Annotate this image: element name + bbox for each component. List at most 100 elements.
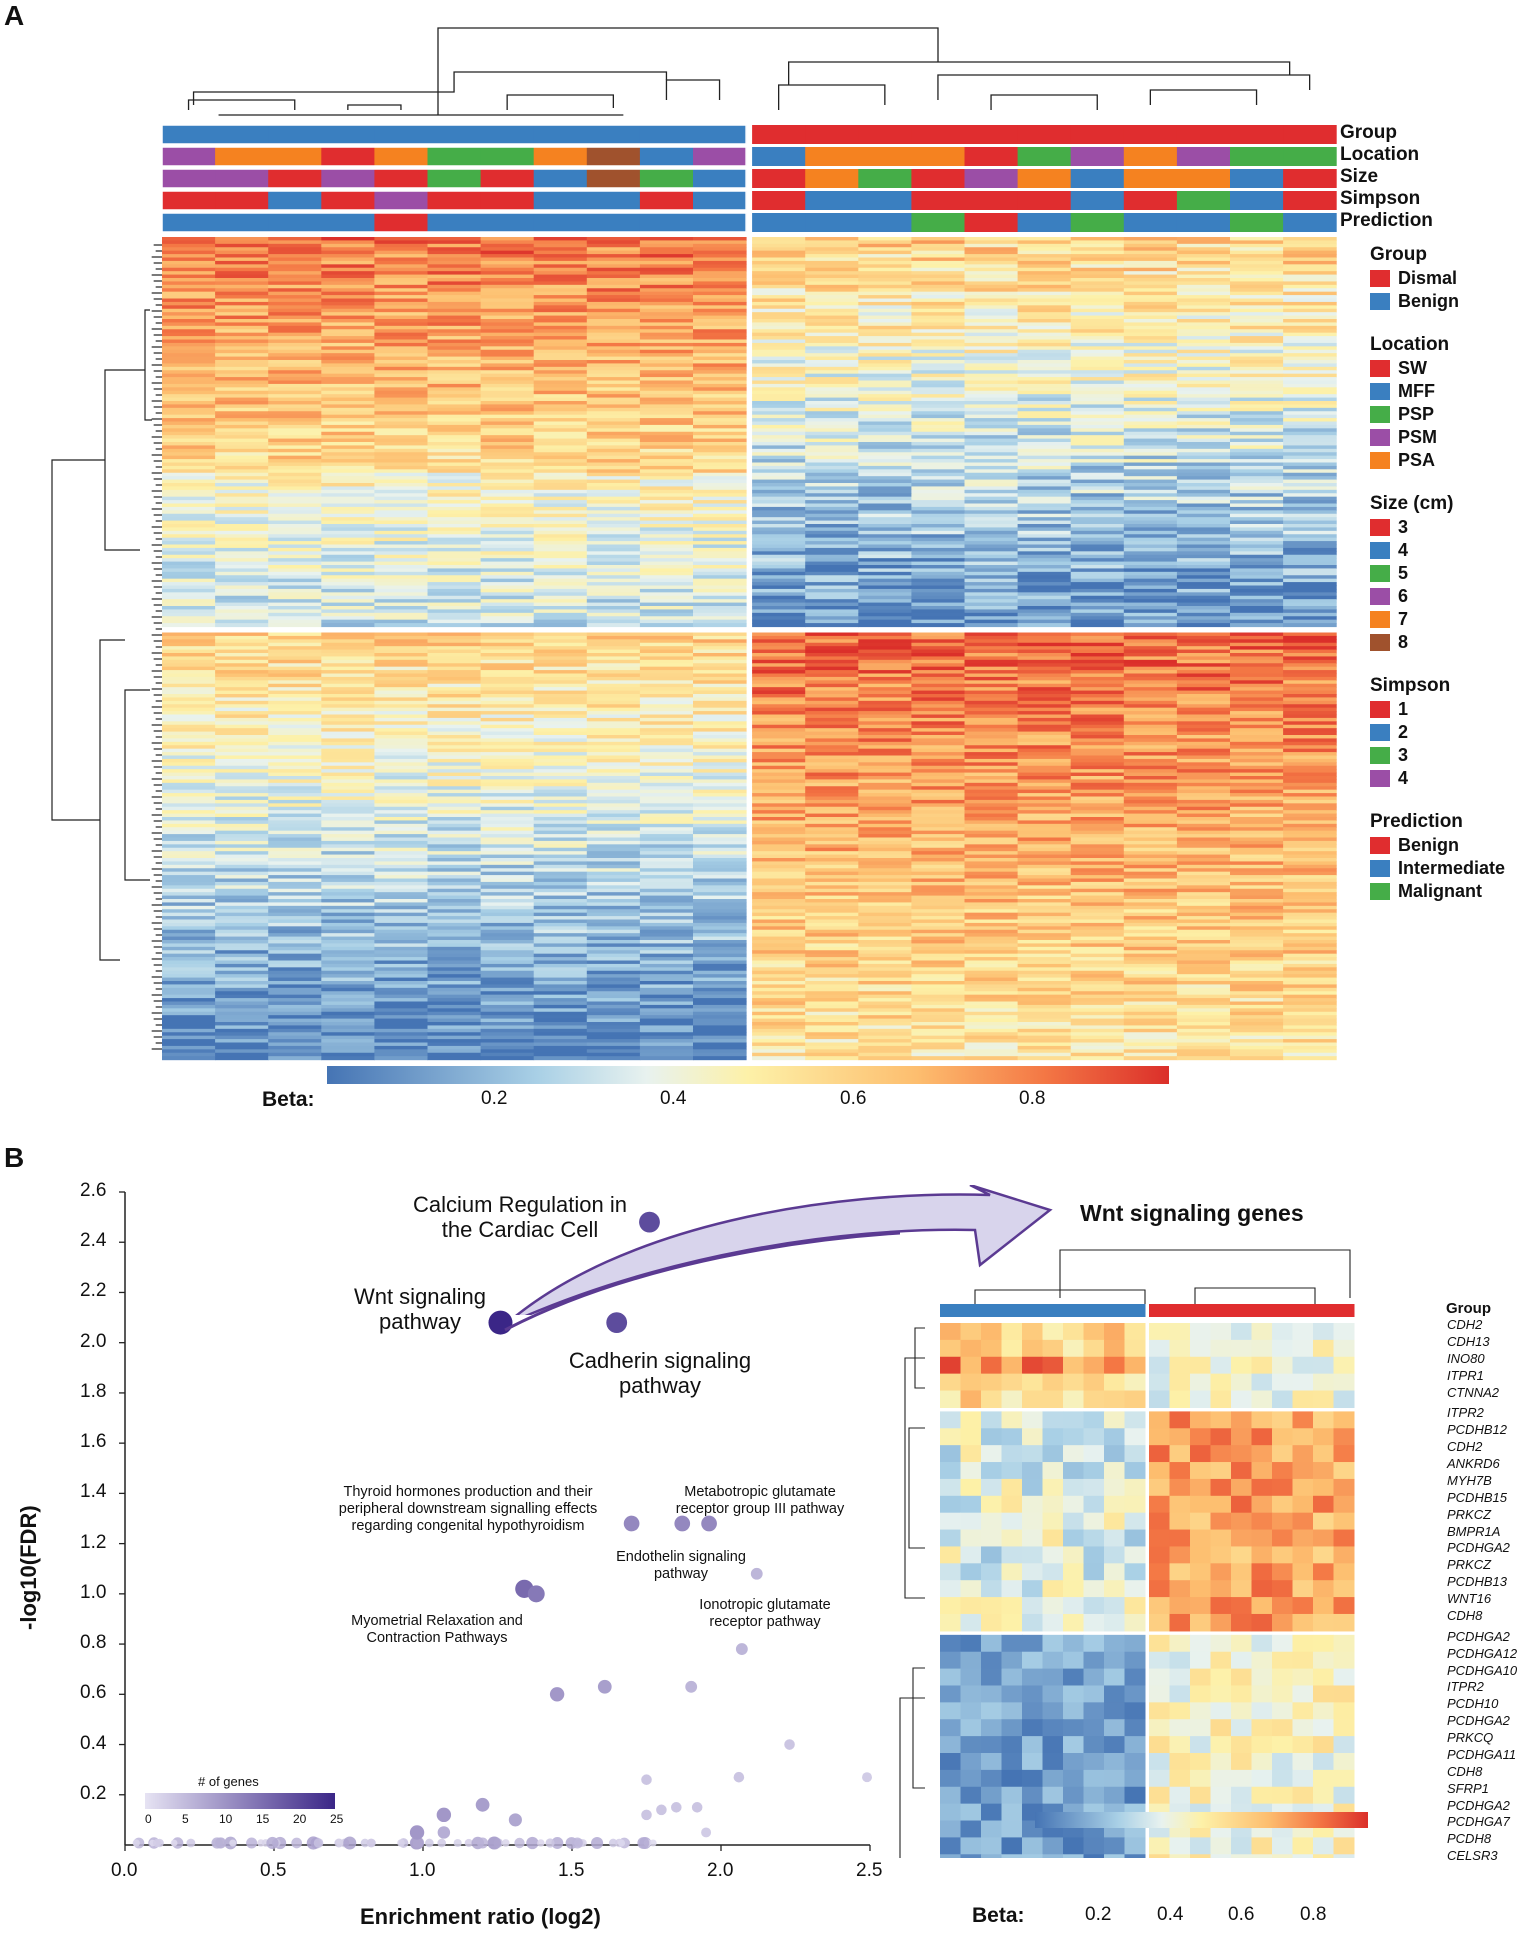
scatter-point: [674, 1515, 691, 1532]
gene-label: PRKCZ: [1447, 1557, 1492, 1573]
y-tick: 2.4: [80, 1230, 107, 1252]
gene-label: PCDHGA2: [1447, 1713, 1510, 1729]
colorbar-b-tick: 0.2: [1085, 1904, 1112, 1925]
y-tick: 0.8: [80, 1632, 107, 1654]
heatmap-a-cells: [162, 237, 1337, 1061]
legend-item: 4: [1370, 539, 1530, 562]
scatter-point: [784, 1739, 795, 1750]
legend-swatch: [1370, 429, 1390, 446]
colorbar-b-tick: 0.4: [1157, 1904, 1184, 1925]
size-tick: 20: [293, 1812, 307, 1826]
colorbar-a-tick: 0.8: [1019, 1088, 1046, 1109]
scatter-point: [549, 1687, 565, 1702]
gene-label: BMPR1A: [1447, 1523, 1501, 1539]
arrow-shaft: [504, 1231, 900, 1332]
legend-item: PSM: [1370, 426, 1530, 449]
ann-label-group: Group: [1340, 122, 1397, 143]
annotation-bars: [161, 124, 1337, 233]
y-tick: 1.4: [80, 1481, 107, 1503]
ann-cadherin: Cadherin signaling pathway: [568, 1348, 752, 1398]
legend-item: Benign: [1370, 834, 1530, 857]
gene-label: PCDH8: [1447, 1831, 1492, 1847]
colorbar-a-label: Beta:: [262, 1088, 315, 1111]
size-tick: 25: [330, 1812, 344, 1826]
ann-label-location: Location: [1340, 144, 1420, 165]
x-tick: 0.5: [260, 1860, 287, 1881]
scatter-point: [750, 1567, 763, 1580]
x-tick: 1.5: [558, 1860, 585, 1881]
legend-item: MFF: [1370, 380, 1530, 403]
legend-swatch: [1370, 770, 1390, 787]
ann-metabotropic: Metabotropic glutamate receptor group II…: [675, 1484, 845, 1517]
legend-title: Group: [1370, 244, 1427, 265]
x-tick: 2.5: [856, 1860, 883, 1881]
legend-swatch: [1370, 724, 1390, 741]
colorbar-b-label: Beta:: [972, 1904, 1025, 1927]
gene-label: MYH7B: [1447, 1472, 1492, 1488]
legend-label: PSA: [1398, 450, 1436, 470]
legend-swatch: [1370, 860, 1390, 877]
y-tick: 1.2: [80, 1531, 107, 1553]
legend-item: PSP: [1370, 403, 1530, 426]
legend-item: 7: [1370, 608, 1530, 631]
annotation-row-labels: Group Location Size Simpson Prediction: [1340, 122, 1433, 232]
gene-label: SFRP1: [1447, 1780, 1489, 1796]
scatter-point: [437, 1826, 451, 1839]
legend-swatch: [1370, 701, 1390, 718]
legend-swatch: [1370, 634, 1390, 651]
gene-label: CELSR3: [1447, 1848, 1498, 1864]
legend-swatch: [1370, 611, 1390, 628]
size-legend-bar: [145, 1793, 335, 1809]
scatter-point: [671, 1802, 682, 1813]
legend-label: 7: [1398, 609, 1409, 629]
gene-label: PCDHGA7: [1447, 1814, 1510, 1830]
legend-title: Size (cm): [1370, 493, 1454, 514]
panel-b-scatter: [119, 1191, 900, 1851]
y-axis-label: -log10(FDR): [16, 1505, 41, 1630]
legend-label: Benign: [1398, 835, 1459, 855]
legend-swatch: [1370, 383, 1390, 400]
wnt-dendrograms: [899, 1249, 1351, 1858]
scatter-point: [639, 1211, 660, 1233]
row-dendrogram: [51, 244, 162, 1050]
legend-item: 4: [1370, 767, 1530, 790]
legend-swatch: [1370, 588, 1390, 605]
legend-item: 6: [1370, 585, 1530, 608]
legend-item: SW: [1370, 357, 1530, 380]
scatter-point: [436, 1807, 452, 1823]
gene-label: PCDHGA2: [1447, 1628, 1510, 1644]
panel-b-label: B: [4, 1142, 25, 1173]
gene-label: PRKCZ: [1447, 1506, 1492, 1522]
size-tick: 0: [145, 1812, 152, 1826]
wnt-heatmap: [899, 1249, 1355, 1858]
gene-label: ITPR2: [1447, 1405, 1484, 1421]
legend-swatch: [1370, 452, 1390, 469]
scatter-point: [685, 1680, 698, 1693]
colorbar-b: [1035, 1812, 1368, 1828]
legend-item: Intermediate: [1370, 857, 1530, 880]
legend-label: 5: [1398, 563, 1409, 583]
legend-item: 5: [1370, 562, 1530, 585]
y-tick: 2.6: [80, 1180, 107, 1201]
ann-calcium: Calcium Regulation in the Cardiac Cell: [413, 1192, 627, 1242]
gene-label: CDH2: [1447, 1439, 1483, 1455]
gene-label: ITPR2: [1447, 1679, 1484, 1695]
wnt-title: Wnt signaling genes: [1080, 1200, 1304, 1226]
legend-label: Dismal: [1398, 268, 1458, 288]
y-tick: 1.0: [80, 1581, 107, 1603]
wnt-gene-list: CDH2 CDH13 INO80 ITPR1 CTNNA2 ITPR2 PCDHB12 CDH…: [1447, 1317, 1517, 1865]
ann-ionotropic: Ionotropic glutamate receptor pathway: [699, 1597, 831, 1630]
scatter-point: [733, 1771, 745, 1783]
legend-label: 3: [1398, 745, 1409, 765]
scatter-point: [862, 1772, 872, 1783]
scatter-point: [641, 1774, 652, 1785]
legend-label: 4: [1398, 768, 1409, 788]
gene-label: INO80: [1447, 1350, 1485, 1366]
ann-myometrial: Myometrial Relaxation and Contraction Pa…: [351, 1613, 523, 1646]
y-tick: 1.8: [80, 1380, 107, 1402]
legend-item: Dismal: [1370, 267, 1530, 290]
legend-swatch: [1370, 360, 1390, 377]
legend-label: PSM: [1398, 427, 1438, 447]
y-tick: 0.6: [80, 1682, 107, 1704]
scatter-point: [641, 1809, 652, 1821]
